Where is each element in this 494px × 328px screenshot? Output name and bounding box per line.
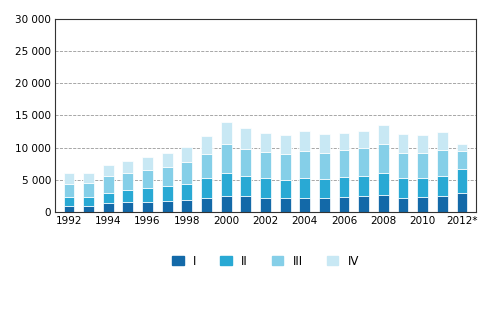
Bar [358,131,369,148]
Bar [437,132,448,150]
Bar [83,183,94,197]
Bar [260,178,271,198]
Bar [181,147,192,162]
Bar [358,148,369,176]
Bar [83,197,94,206]
Bar [417,178,428,197]
Bar [201,178,212,198]
Bar [358,196,369,212]
Bar [456,151,467,170]
Bar [260,152,271,178]
Bar [280,180,290,198]
Bar [142,157,153,170]
Bar [260,198,271,212]
Bar [64,184,74,197]
Bar [339,177,349,197]
Bar [64,206,74,212]
Bar [378,173,389,195]
Bar [103,165,114,176]
Bar [83,173,94,183]
Bar [417,135,428,153]
Bar [162,167,172,186]
Bar [378,125,389,144]
Bar [319,154,330,179]
Bar [417,197,428,212]
Bar [358,176,369,196]
Bar [339,133,349,150]
Bar [280,154,290,180]
Legend: I, II, III, IV: I, II, III, IV [172,255,359,268]
Bar [280,198,290,212]
Bar [299,152,310,178]
Bar [123,202,133,212]
Bar [142,170,153,188]
Bar [319,134,330,154]
Bar [339,150,349,177]
Bar [299,198,310,212]
Bar [103,193,114,203]
Bar [123,161,133,173]
Bar [339,197,349,212]
Bar [241,176,251,196]
Bar [162,186,172,201]
Bar [181,162,192,184]
Bar [241,128,251,149]
Bar [221,144,232,173]
Bar [299,132,310,152]
Bar [437,176,448,196]
Bar [181,200,192,212]
Bar [398,178,409,198]
Bar [241,149,251,176]
Bar [437,196,448,212]
Bar [398,134,409,153]
Bar [162,201,172,212]
Bar [221,122,232,144]
Bar [398,153,409,178]
Bar [64,173,74,184]
Bar [103,203,114,212]
Bar [299,178,310,198]
Bar [378,144,389,173]
Bar [142,202,153,212]
Bar [221,173,232,196]
Bar [142,188,153,202]
Bar [162,153,172,167]
Bar [103,176,114,193]
Bar [221,196,232,212]
Bar [181,184,192,200]
Bar [123,190,133,202]
Bar [398,198,409,212]
Bar [260,133,271,152]
Bar [319,179,330,198]
Bar [241,196,251,212]
Bar [378,195,389,212]
Bar [83,206,94,212]
Bar [456,193,467,212]
Bar [201,198,212,212]
Bar [456,144,467,151]
Bar [123,173,133,190]
Bar [280,135,290,154]
Bar [201,154,212,178]
Bar [201,136,212,154]
Bar [437,150,448,176]
Bar [456,170,467,193]
Bar [319,198,330,212]
Bar [64,197,74,206]
Bar [417,153,428,178]
